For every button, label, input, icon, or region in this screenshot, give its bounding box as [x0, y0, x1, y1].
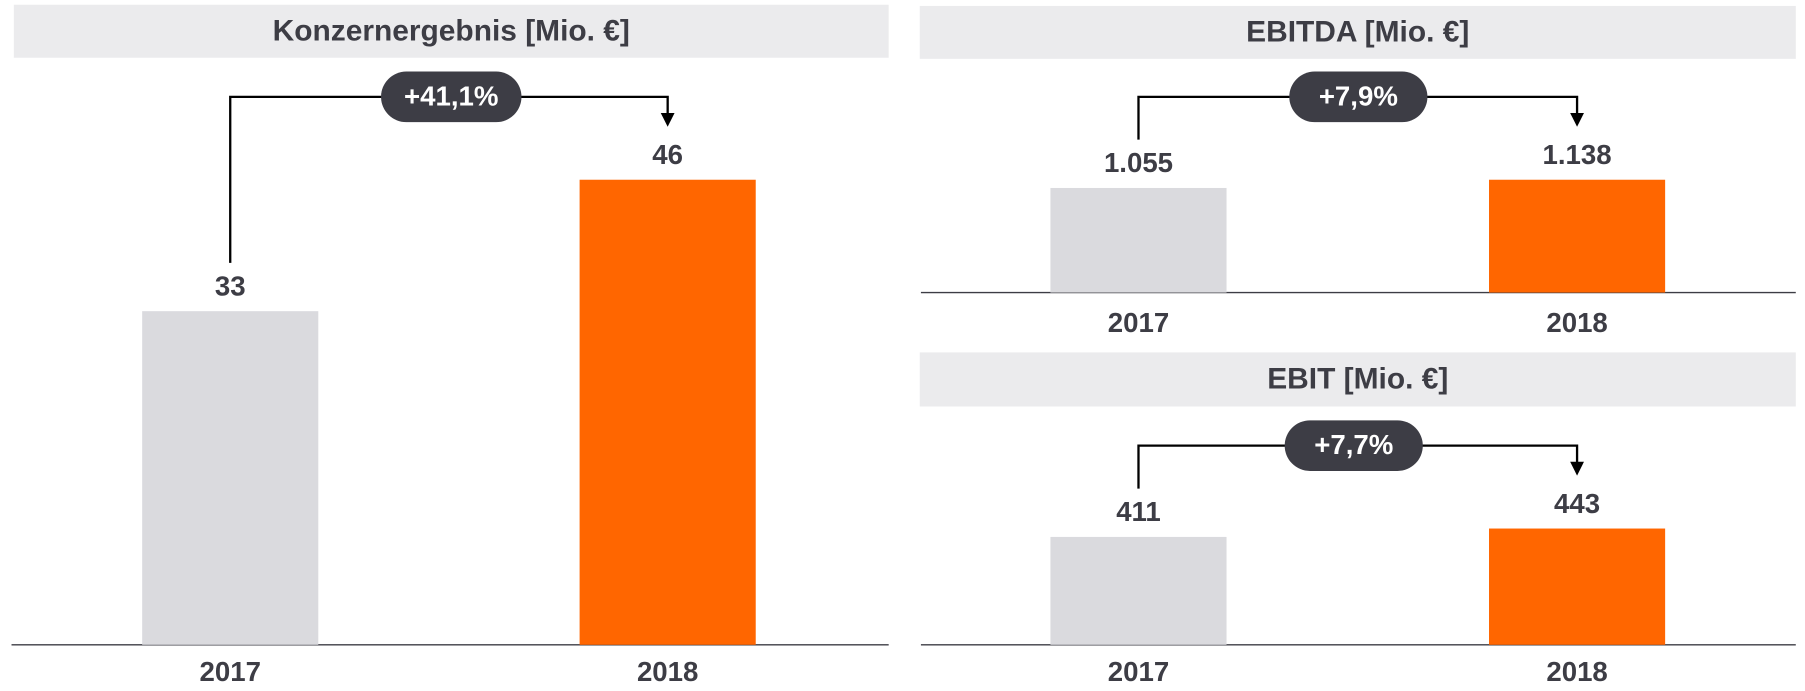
category-label: 2018: [1546, 307, 1607, 338]
category-label: 2017: [200, 656, 261, 687]
bar: [142, 311, 319, 645]
category-label: 2017: [1108, 307, 1169, 338]
change-label: +41,1%: [404, 80, 498, 111]
chart-title: EBITDA [Mio. €]: [1246, 15, 1469, 48]
category-label: 2018: [1546, 656, 1607, 687]
title-background: [919, 352, 1796, 407]
category-label: 2018: [637, 656, 698, 687]
change-pill: [1289, 71, 1428, 123]
category-label: 2017: [1108, 656, 1169, 687]
value-label: 1.138: [1543, 139, 1612, 170]
bar: [1489, 528, 1666, 645]
value-label: 1.055: [1104, 147, 1173, 178]
arrowhead: [660, 112, 675, 127]
value-label: 443: [1554, 488, 1600, 519]
value-label: 46: [652, 139, 683, 170]
bar: [1050, 536, 1227, 645]
bar: [579, 179, 756, 645]
title-background: [919, 5, 1796, 59]
change-pill: [1284, 420, 1423, 471]
title-background: [13, 4, 889, 58]
arrowhead: [1570, 112, 1584, 127]
change-label: +7,7%: [1314, 429, 1393, 460]
bar: [1489, 179, 1666, 293]
chart-title: Konzernergebnis [Mio. €]: [273, 14, 630, 47]
value-label: 411: [1116, 496, 1161, 527]
bar: [1050, 187, 1227, 293]
value-label: 33: [215, 270, 246, 301]
arrowhead: [1570, 461, 1584, 476]
change-pill: [381, 71, 522, 123]
chart-title: EBIT [Mio. €]: [1267, 363, 1448, 396]
change-label: +7,9%: [1319, 80, 1398, 111]
